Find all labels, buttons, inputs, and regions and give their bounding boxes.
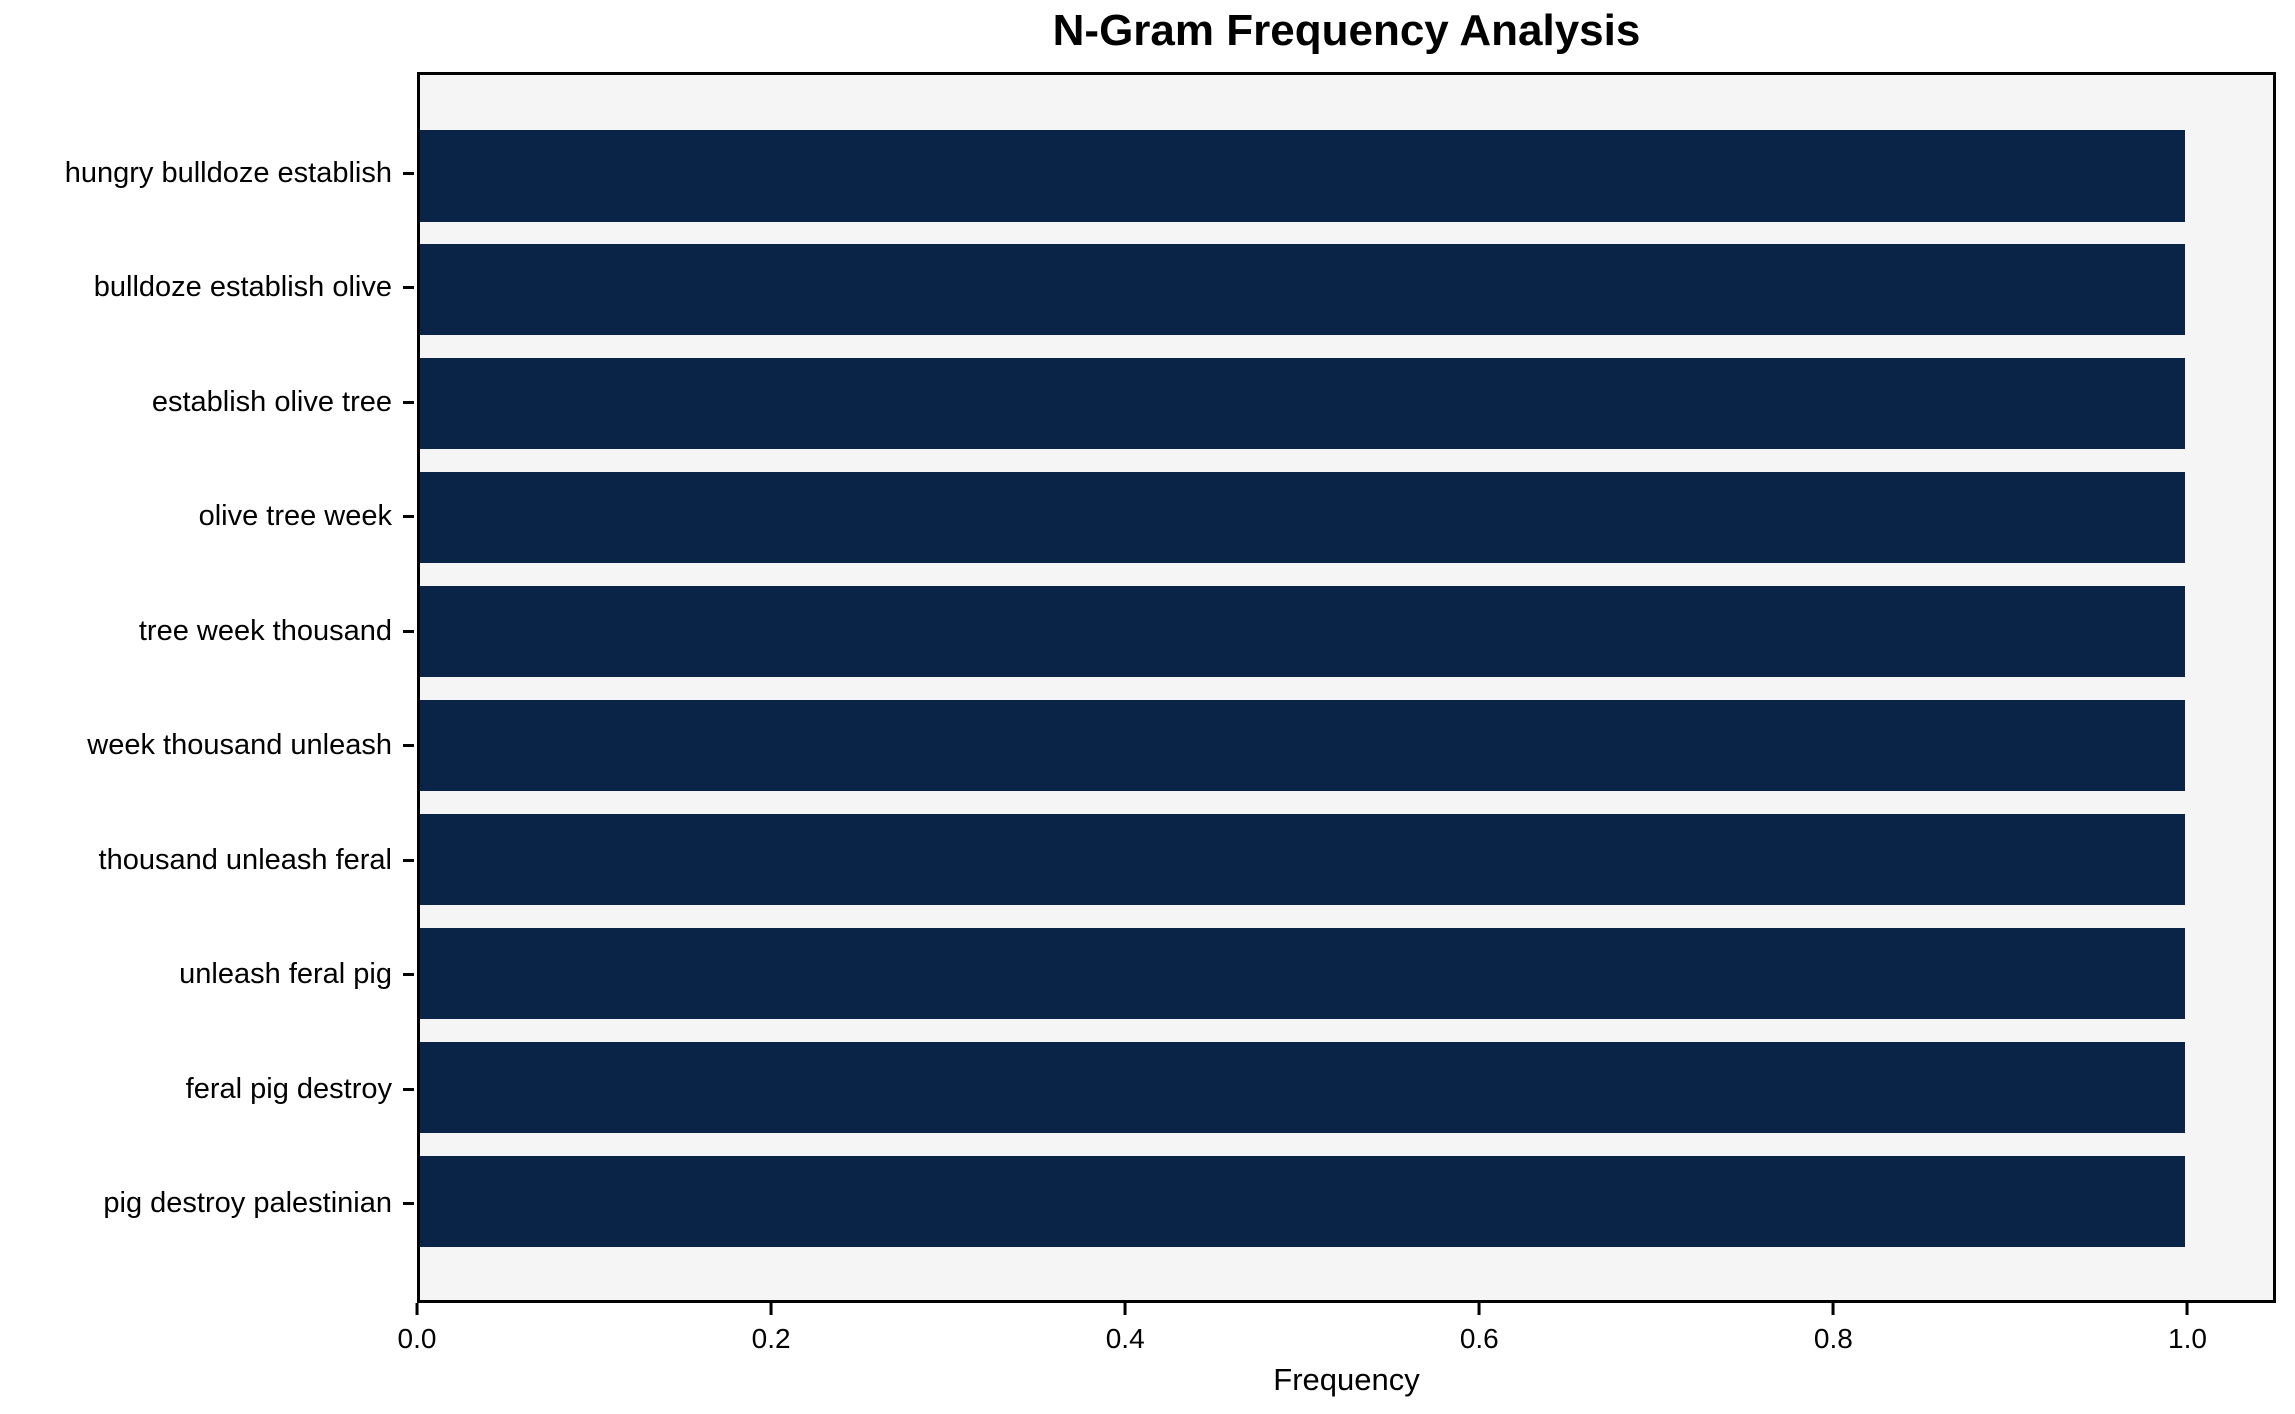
y-axis-labels: hungry bulldoze establish bulldoze establ… xyxy=(0,72,414,1303)
x-tick: 0.4 xyxy=(1106,1303,1145,1355)
y-tick-mark xyxy=(403,171,414,175)
y-label-cell: olive tree week xyxy=(0,460,414,575)
y-tick-label: establish olive tree xyxy=(151,385,392,418)
bar-row xyxy=(420,1144,2273,1258)
y-label-cell: thousand unleash feral xyxy=(0,803,414,918)
x-axis: 0.0 0.2 0.4 0.6 0.8 1.0 xyxy=(398,1303,2276,1373)
y-label-cell: establish olive tree xyxy=(0,345,414,460)
x-tick-label: 0.2 xyxy=(751,1323,791,1354)
y-label-cell: tree week thousand xyxy=(0,574,414,689)
y-label-cell: feral pig destroy xyxy=(0,1032,414,1147)
x-tick-mark xyxy=(2185,1303,2189,1315)
y-tick-label: hungry bulldoze establish xyxy=(64,156,392,189)
y-tick-mark xyxy=(403,973,414,977)
bar-row xyxy=(420,689,2273,803)
bar xyxy=(420,472,2185,564)
x-tick: 1.0 xyxy=(2168,1303,2207,1355)
bar xyxy=(420,586,2185,678)
bar-row xyxy=(420,575,2273,689)
y-label-cell: pig destroy palestinian xyxy=(0,1147,414,1262)
bar-row xyxy=(420,233,2273,347)
x-tick-mark xyxy=(1477,1303,1481,1315)
bar xyxy=(420,1155,2185,1247)
x-axis-title: Frequency xyxy=(1273,1362,1420,1397)
y-tick-mark xyxy=(403,744,414,748)
x-tick-label: 1.0 xyxy=(2168,1323,2207,1354)
bar-row xyxy=(420,802,2273,916)
y-tick-label: week thousand unleash xyxy=(87,729,392,762)
x-tick-mark xyxy=(1123,1303,1127,1315)
bar xyxy=(420,244,2185,336)
chart-title: N-Gram Frequency Analysis xyxy=(1052,6,1641,55)
x-tick-mark xyxy=(769,1303,773,1315)
y-tick-label: bulldoze establish olive xyxy=(93,271,392,304)
y-tick-mark xyxy=(403,1087,414,1091)
bar xyxy=(420,1041,2185,1133)
y-label-cell: week thousand unleash xyxy=(0,689,414,804)
y-tick-mark xyxy=(403,629,414,633)
bar-row xyxy=(420,461,2273,575)
x-tick: 0.6 xyxy=(1460,1303,1499,1355)
bar xyxy=(420,699,2185,792)
y-tick-mark xyxy=(403,515,414,519)
bar xyxy=(420,358,2185,450)
bar-rows xyxy=(420,75,2273,1300)
y-label-cell: hungry bulldoze establish xyxy=(0,116,414,231)
x-tick-mark xyxy=(1831,1303,1835,1315)
y-tick-mark xyxy=(403,858,414,862)
y-tick-label: thousand unleash feral xyxy=(98,843,392,876)
bar xyxy=(420,927,2185,1019)
y-tick-label: pig destroy palestinian xyxy=(103,1187,392,1220)
bar-row xyxy=(420,347,2273,461)
y-tick-mark xyxy=(403,400,414,404)
y-label-cell: bulldoze establish olive xyxy=(0,231,414,346)
y-tick-label: olive tree week xyxy=(198,500,392,533)
x-tick: 0.0 xyxy=(397,1303,437,1355)
x-tick-label: 0.4 xyxy=(1105,1323,1145,1354)
bar xyxy=(420,130,2185,222)
x-tick-mark xyxy=(415,1303,419,1315)
bar-row xyxy=(420,119,2273,233)
x-tick-label: 0.0 xyxy=(397,1323,437,1354)
bar xyxy=(420,813,2185,905)
x-tick-label: 0.8 xyxy=(1813,1323,1853,1354)
x-tick: 0.2 xyxy=(752,1303,791,1355)
y-tick-label: unleash feral pig xyxy=(179,958,392,991)
plot-area xyxy=(417,72,2276,1303)
x-tick: 0.8 xyxy=(1814,1303,1853,1355)
bar-row xyxy=(420,1030,2273,1144)
y-label-cell: unleash feral pig xyxy=(0,918,414,1033)
y-tick-mark xyxy=(403,1202,414,1206)
y-tick-label: feral pig destroy xyxy=(185,1072,392,1105)
y-tick-label: tree week thousand xyxy=(138,614,392,647)
bar-row xyxy=(420,916,2273,1030)
x-tick-label: 0.6 xyxy=(1459,1323,1499,1354)
y-tick-mark xyxy=(403,286,414,290)
